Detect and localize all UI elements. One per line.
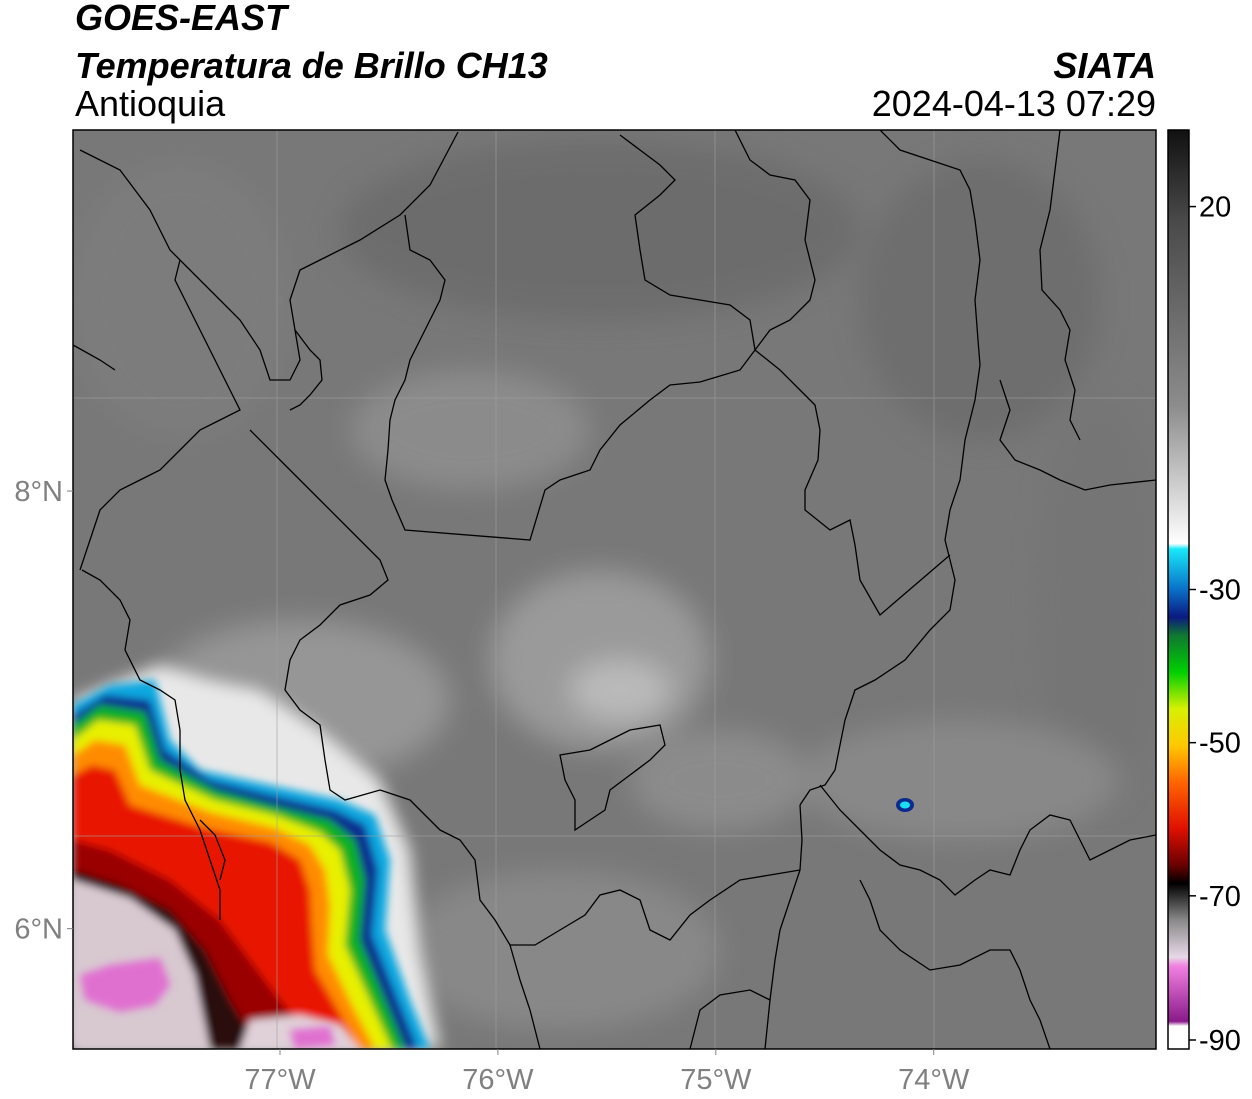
- boundary-lines: [73, 130, 1156, 1049]
- latitude-tick-labels: 8°N 6°N: [14, 476, 73, 946]
- latitude-tick-label: 8°N: [14, 476, 63, 508]
- colorbar-tick-label: -70: [1199, 881, 1241, 913]
- longitude-tick-label: 75°W: [680, 1064, 752, 1096]
- colorbar-tick-label: -50: [1199, 728, 1241, 760]
- organization-label: SIATA: [1053, 45, 1156, 86]
- colorbar-tick-label: -30: [1199, 575, 1241, 607]
- brightness-temperature-field: [73, 130, 1156, 1049]
- map-frame: [72, 129, 1157, 1050]
- longitude-tick-label: 77°W: [244, 1064, 316, 1096]
- colorbar-tick-label: 20: [1199, 192, 1231, 224]
- colorbar-scale: [1167, 129, 1190, 1050]
- colorbar-ticks: 20 -30 -50 -70 -90: [1189, 192, 1241, 1057]
- datetime-label: 2024-04-13 07:29: [871, 83, 1156, 124]
- longitude-tick-labels: 77°W 76°W 75°W 74°W: [244, 1049, 970, 1096]
- product-title: Temperatura de Brillo CH13: [75, 45, 548, 86]
- longitude-tick-label: 74°W: [898, 1064, 970, 1096]
- region-label: Antioquia: [75, 83, 226, 124]
- colorbar: 20 -30 -50 -70 -90: [1167, 129, 1241, 1057]
- longitude-tick-label: 76°W: [462, 1064, 534, 1096]
- satellite-title: GOES-EAST: [75, 0, 288, 38]
- latitude-tick-label: 6°N: [14, 914, 63, 946]
- colorbar-tick-label: -90: [1199, 1025, 1241, 1057]
